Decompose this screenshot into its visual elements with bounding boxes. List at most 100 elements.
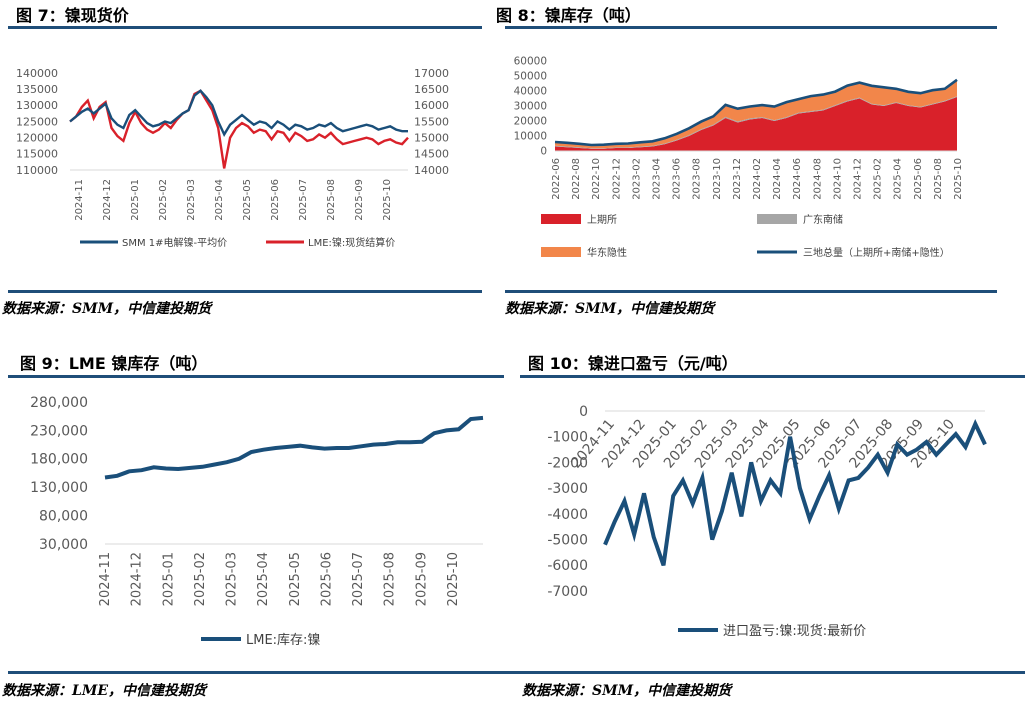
x-tick-label: 2025-10 xyxy=(382,179,393,221)
x-tick-label: 2024-06 xyxy=(792,158,803,200)
y-tick-label: 120000 xyxy=(16,132,58,145)
y-tick-label: 115000 xyxy=(16,148,58,161)
legend-label-shfe: 上期所 xyxy=(587,214,617,226)
y-tick-label: -4000 xyxy=(547,507,588,523)
rule-bottom-8 xyxy=(505,290,997,293)
y-tick-label: -3000 xyxy=(547,481,588,497)
x-tick-label: 2025-06 xyxy=(913,158,924,200)
y-tick-label: 50000 xyxy=(514,71,547,83)
y-tick-label: 80,000 xyxy=(39,509,88,525)
panel-title-9: 图 9：LME 镍库存（吨） xyxy=(20,354,208,373)
series-line-lme-inventory xyxy=(104,415,484,480)
lme-nickel-inventory-chart: 280,000 230,000 180,000 130,000 80,000 30,000… xyxy=(30,395,484,648)
x-tick-label: 2022-06 xyxy=(551,158,562,200)
y-tick-label: 180,000 xyxy=(30,452,88,468)
legend-label-import-profit: 进口盈亏:镍:现货:最新价 xyxy=(723,623,866,639)
series-line-import-profit xyxy=(603,419,987,566)
panel-title-8: 图 8：镍库存（吨） xyxy=(496,6,641,25)
x-tick-label: 2023-02 xyxy=(631,158,642,200)
nickel-spot-price-chart: 140000 135000 130000 125000 120000 115000 1100… xyxy=(16,67,449,249)
x-tick-label: 2023-10 xyxy=(712,158,723,200)
x-tick-label: 2025-08 xyxy=(933,158,944,200)
y-tick-label: 60000 xyxy=(514,56,547,68)
x-tick-label: 2023-12 xyxy=(732,158,743,200)
x-tick-label: 2024-02 xyxy=(752,158,763,200)
y-tick-label: -5000 xyxy=(547,532,588,548)
x-tick-label: 2025-03 xyxy=(225,552,240,606)
x-tick-label: 2024-12 xyxy=(130,552,145,606)
y-tick-label: 135000 xyxy=(16,83,58,96)
rule-top-10 xyxy=(520,375,1025,378)
x-tick-label: 2024-11 xyxy=(74,179,85,221)
rule-bottom-9-10 xyxy=(8,671,1025,674)
y-tick-label: -7000 xyxy=(547,584,588,600)
panel-title-7: 图 7：镍现货价 xyxy=(16,6,129,25)
x-tick-label: 2024-08 xyxy=(812,158,823,200)
legend-swatch-shfe xyxy=(541,214,581,224)
x-tick-label: 2025-09 xyxy=(354,179,365,221)
legend-label-lme: LME:镍:现货结算价 xyxy=(308,236,395,249)
y-tick-label: 14000 xyxy=(414,164,449,177)
source-note-9: 数据来源：LME，中信建投期货 xyxy=(2,683,207,699)
x-tick-label: 2025-08 xyxy=(326,179,337,221)
area-east-china xyxy=(555,79,957,149)
legend-label-total: 三地总量（上期所+南储+隐性） xyxy=(803,246,950,259)
legend-label-lme-inventory: LME:库存:镍 xyxy=(246,632,320,648)
rule-top-7 xyxy=(8,26,482,29)
x-tick-label: 2025-05 xyxy=(288,552,303,606)
source-note-7: 数据来源：SMM，中信建投期货 xyxy=(2,301,212,317)
x-tick-label: 2024-10 xyxy=(832,158,843,200)
rule-bottom-7 xyxy=(8,290,482,293)
y-tick-label: 110000 xyxy=(16,164,58,177)
x-tick-label: 2025-04 xyxy=(214,179,225,221)
x-tick-label: 2024-12 xyxy=(853,158,864,200)
y-tick-label: -2000 xyxy=(547,455,588,471)
series-line-total xyxy=(554,78,958,147)
y-tick-label: 125000 xyxy=(16,115,58,128)
panel-title-10: 图 10：镍进口盈亏（元/吨） xyxy=(528,354,738,373)
series-line-smm-spot xyxy=(69,89,408,137)
source-note-10: 数据来源：SMM，中信建投期货 xyxy=(522,683,732,699)
x-tick-label: 2025-04 xyxy=(256,552,271,606)
y-tick-label: 30,000 xyxy=(39,537,88,553)
source-note-8: 数据来源：SMM，中信建投期货 xyxy=(505,301,715,317)
y-tick-label: 15500 xyxy=(414,115,449,128)
legend-swatch-east-china xyxy=(541,247,581,257)
legend-label-smm: SMM 1#电解镍-平均价 xyxy=(122,236,227,249)
x-tick-label: 2022-08 xyxy=(571,158,582,200)
x-tick-label: 2023-06 xyxy=(672,158,683,200)
x-tick-label: 2025-04 xyxy=(893,158,904,200)
y-tick-label: 14500 xyxy=(414,148,449,161)
x-tick-label: 2025-07 xyxy=(351,552,366,606)
x-tick-label: 2023-08 xyxy=(692,158,703,200)
x-tick-label: 2025-02 xyxy=(158,179,169,221)
y-tick-label: -6000 xyxy=(547,558,588,574)
y-tick-label: 0 xyxy=(540,146,547,158)
y-tick-label: 20000 xyxy=(514,116,547,128)
x-tick-label: 2025-05 xyxy=(242,179,253,221)
x-tick-label: 2023-04 xyxy=(652,158,663,200)
y-tick-label: 0 xyxy=(579,404,588,420)
x-tick-label: 2025-10 xyxy=(953,158,964,200)
x-tick-label: 2025-02 xyxy=(193,552,208,606)
x-tick-label: 2025-01 xyxy=(161,552,176,606)
y-tick-label: 280,000 xyxy=(30,395,88,411)
x-tick-label: 2025-02 xyxy=(873,158,884,200)
x-tick-label: 2025-09 xyxy=(414,552,429,606)
area-shfe xyxy=(555,97,957,151)
x-tick-label: 2025-06 xyxy=(319,552,334,606)
y-tick-label: 40000 xyxy=(514,86,547,98)
y-tick-label: 130000 xyxy=(16,99,58,112)
series-line-lme-spot xyxy=(69,89,409,169)
x-tick-label: 2024-04 xyxy=(772,158,783,200)
legend-label-east-china: 华东隐性 xyxy=(587,246,627,259)
x-tick-label: 2025-06 xyxy=(270,179,281,221)
legend-label-guangdong: 广东南储 xyxy=(803,213,843,226)
x-tick-label: 2022-10 xyxy=(591,158,602,200)
y-tick-label: 10000 xyxy=(514,131,547,143)
y-tick-label: 30000 xyxy=(514,101,547,113)
legend-swatch-guangdong xyxy=(757,214,797,224)
y-tick-label: 230,000 xyxy=(30,423,88,439)
y-tick-label: 140000 xyxy=(16,67,58,80)
x-tick-label: 2022-12 xyxy=(611,158,622,200)
